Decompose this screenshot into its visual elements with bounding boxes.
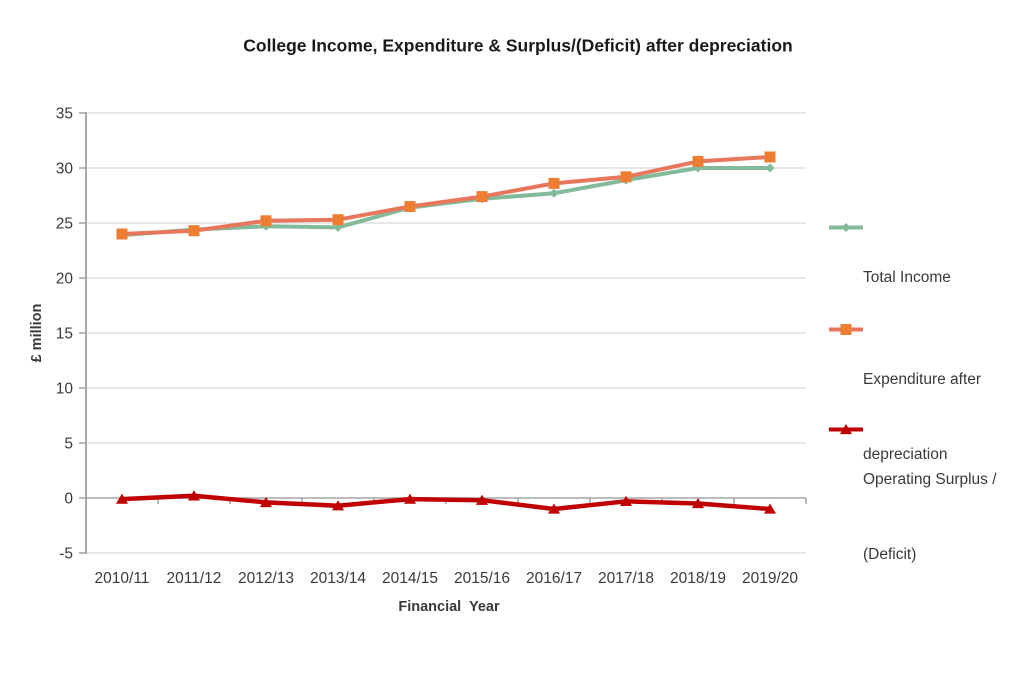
svg-text:5: 5 [64, 436, 73, 453]
x-axis-title: Financial Year [398, 599, 500, 615]
chart-title: College Income, Expenditure & Surplus/(D… [243, 35, 793, 56]
svg-text:2015/16: 2015/16 [454, 570, 510, 587]
y-axis-title: £ million [29, 303, 45, 363]
legend-label-operating-surplus-line1: Operating Surplus / [863, 471, 997, 488]
svg-text:2019/20: 2019/20 [742, 570, 798, 587]
svg-text:2013/14: 2013/14 [310, 570, 366, 587]
svg-text:2011/12: 2011/12 [167, 570, 222, 587]
total-income-legend-marker-icon [829, 223, 863, 232]
svg-text:2014/15: 2014/15 [382, 570, 438, 587]
svg-text:20: 20 [56, 271, 74, 288]
svg-text:2012/13: 2012/13 [238, 570, 294, 587]
legend-label-expenditure-line2: depreciation [863, 446, 948, 463]
svg-text:-5: -5 [59, 546, 73, 563]
svg-text:10: 10 [56, 381, 74, 398]
svg-text:30: 30 [56, 161, 74, 178]
legend-label-expenditure-line1: Expenditure after [863, 371, 982, 388]
svg-text:35: 35 [56, 106, 73, 123]
svg-text:25: 25 [56, 216, 73, 233]
svg-text:2017/18: 2017/18 [598, 570, 654, 587]
svg-text:0: 0 [64, 491, 73, 508]
legend-item-expenditure: Expenditure after depreciation [829, 317, 981, 517]
svg-text:2010/11: 2010/11 [95, 570, 150, 587]
x-axis-tick-labels: 2010/11 2011/12 2012/13 2013/14 2014/15 2015/… [95, 570, 799, 587]
series-operating-surplus-deficit [115, 490, 777, 514]
legend-label-operating-surplus-line2: (Deficit) [863, 546, 917, 563]
svg-text:2016/17: 2016/17 [526, 570, 582, 587]
legend-item-total-income: Total Income [829, 215, 951, 340]
legend-label-total-income: Total Income [863, 269, 951, 286]
expenditure-legend-marker-icon [829, 324, 863, 335]
y-axis-tick-labels: -5 0 5 10 15 20 25 30 35 [56, 106, 74, 563]
legend-item-operating-surplus: Operating Surplus / (Deficit) [829, 417, 997, 617]
svg-text:15: 15 [56, 326, 73, 343]
operating-surplus-legend-marker-icon [829, 424, 863, 435]
svg-text:2018/19: 2018/19 [670, 570, 726, 587]
gridlines [86, 112, 806, 554]
series-expenditure-after-depreciation [116, 151, 776, 240]
